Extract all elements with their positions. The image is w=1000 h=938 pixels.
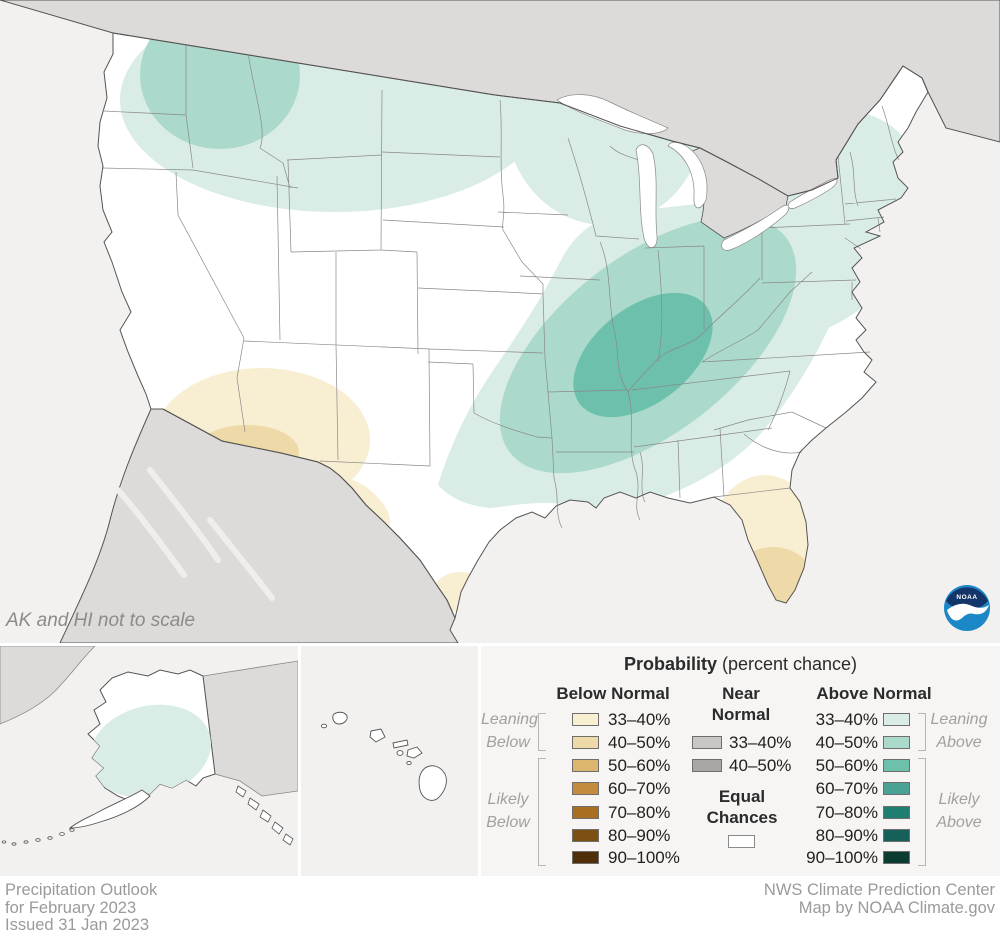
noaa-logo: NOAA: [944, 585, 990, 631]
above-normal-header: Above Normal: [816, 684, 932, 703]
footer: Precipitation Outlook for February 2023 …: [0, 879, 1000, 938]
scale-note: AK and HI not to scale: [6, 610, 196, 631]
ak-panhandle-islands: [235, 785, 294, 846]
footer-issuance-info: Precipitation Outlook for February 2023 …: [5, 881, 158, 935]
legend-swatch-below-40-50: [572, 736, 599, 749]
leaning-above-line2: Above: [936, 734, 982, 751]
likely-above-label: Likely Above: [924, 788, 994, 834]
legend-label-below-70-80: 70–80%: [608, 803, 671, 822]
equal-chances-label: Equal Chances: [682, 786, 802, 828]
legend-swatch-above-60-70: [883, 782, 910, 795]
us-coastline: [97, 32, 929, 620]
leaning-above-bracket: [918, 713, 926, 751]
likely-below-line1: Likely: [487, 791, 529, 808]
legend-label-below-90-100: 90–100%: [608, 848, 680, 867]
footer-valid-period: for February 2023: [5, 898, 137, 917]
ak-peninsula: [68, 789, 151, 829]
conus-precipitation-outlook-map: NOAA AK and HI not to scale: [0, 0, 1000, 643]
mexico-ridges: [115, 467, 275, 601]
legend-label-below-50-60: 50–60%: [608, 756, 671, 775]
hawaiian-islands: [320, 711, 447, 801]
legend: Probability (percent chance) Below Norma…: [481, 646, 1000, 876]
legend-swatch-near-40-50: [692, 759, 722, 772]
likely-above-line2: Above: [936, 814, 982, 831]
legend-swatch-above-90-100: [883, 851, 910, 864]
legend-label-below-40-50: 40–50%: [608, 733, 671, 752]
lake-erie: [721, 204, 790, 251]
legend-label-below-33-40: 33–40%: [608, 710, 671, 729]
legend-title-rest: (percent chance): [716, 654, 858, 674]
legend-swatch-near-33-40: [692, 736, 722, 749]
legend-label-above-40-50: 40–50%: [815, 733, 878, 752]
ak-above-33-40-region: [88, 704, 212, 798]
hi-ocean: [301, 646, 478, 876]
ak-probability-shading: [88, 704, 212, 798]
leaning-below-bracket: [538, 713, 546, 751]
lake-michigan: [635, 144, 658, 248]
noaa-logo-text: NOAA: [956, 594, 977, 601]
leaning-above-line1: Leaning: [930, 711, 988, 728]
legend-title: Probability (percent chance): [481, 654, 1000, 675]
footer-agency: NWS Climate Prediction Center: [763, 881, 995, 899]
legend-title-bold: Probability: [623, 654, 717, 674]
footer-map-credit: Map by NOAA Climate.gov: [798, 898, 995, 917]
above-50-60-region: [573, 292, 713, 418]
legend-swatch-below-70-80: [572, 806, 599, 819]
state-borders: [101, 37, 900, 529]
leaning-below-label: Leaning Below: [481, 708, 538, 754]
legend-label-above-50-60: 50–60%: [815, 756, 878, 775]
great-lakes: [556, 94, 838, 251]
legend-label-above-60-70: 60–70%: [815, 779, 878, 798]
russia-landmass: [0, 646, 96, 725]
legend-label-above-80-90: 80–90%: [815, 826, 878, 845]
leaning-above-label: Leaning Above: [924, 708, 994, 754]
legend-label-below-60-70: 60–70%: [608, 779, 671, 798]
equal-chances-line2: Chances: [706, 808, 778, 827]
hawaii-inset: [301, 646, 478, 876]
leaning-below-line2: Below: [486, 734, 530, 751]
lake-ontario: [787, 178, 838, 209]
footer-credits: NWS Climate Prediction Center Map by NOA…: [763, 881, 995, 917]
lake-superior: [556, 94, 669, 134]
below-normal-header: Below Normal: [556, 684, 670, 703]
legend-swatch-below-60-70: [572, 782, 599, 795]
legend-swatch-below-33-40: [572, 713, 599, 726]
alaska-inset-svg: [0, 646, 298, 876]
hawaii-inset-svg: [301, 646, 478, 876]
likely-above-line1: Likely: [938, 791, 980, 808]
legend-label-above-90-100: 90–100%: [806, 848, 878, 867]
legend-swatch-above-50-60: [883, 759, 910, 772]
likely-below-bracket: [538, 758, 546, 866]
legend-swatch-above-80-90: [883, 829, 910, 842]
likely-above-bracket: [918, 758, 926, 866]
conus-map-svg: NOAA: [0, 0, 1000, 643]
legend-swatch-above-70-80: [883, 806, 910, 819]
near-normal-header-line1: Near: [722, 684, 760, 703]
legend-swatch-below-90-100: [572, 851, 599, 864]
legend-swatch-above-40-50: [883, 736, 910, 749]
legend-swatch-equal-chances: [728, 835, 755, 848]
legend-swatch-above-33-40: [883, 713, 910, 726]
equal-chances-line1: Equal: [718, 787, 766, 806]
legend-label-above-70-80: 70–80%: [815, 803, 878, 822]
near-normal-header-line2: Normal: [711, 705, 771, 724]
legend-label-below-80-90: 80–90%: [608, 826, 671, 845]
likely-below-label: Likely Below: [481, 788, 535, 834]
legend-label-above-33-40: 33–40%: [815, 710, 878, 729]
footer-product-title: Precipitation Outlook: [5, 881, 158, 899]
legend-label-near-33-40: 33–40%: [729, 733, 792, 752]
alaska-inset: [0, 646, 298, 876]
legend-swatch-below-50-60: [572, 759, 599, 772]
legend-label-near-40-50: 40–50%: [729, 756, 792, 775]
legend-swatch-below-80-90: [572, 829, 599, 842]
footer-issued-date: Issued 31 Jan 2023: [5, 916, 150, 934]
leaning-below-line1: Leaning: [481, 711, 538, 728]
aleutian-islands: [1, 828, 75, 846]
likely-below-line2: Below: [486, 814, 530, 831]
